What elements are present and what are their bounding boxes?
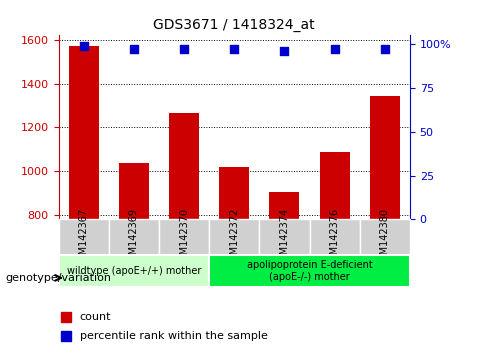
Text: wildtype (apoE+/+) mother: wildtype (apoE+/+) mother — [67, 266, 201, 276]
Bar — [370, 96, 400, 219]
Point — [80, 43, 87, 49]
FancyBboxPatch shape — [360, 219, 410, 255]
Bar — [269, 192, 300, 219]
FancyBboxPatch shape — [59, 255, 209, 287]
FancyBboxPatch shape — [109, 219, 159, 255]
Point — [331, 47, 339, 52]
Text: apolipoprotein E-deficient
(apoE-/-) mother: apolipoprotein E-deficient (apoE-/-) mot… — [246, 260, 372, 282]
FancyBboxPatch shape — [209, 255, 410, 287]
Text: GSM142369: GSM142369 — [129, 208, 139, 267]
Text: percentile rank within the sample: percentile rank within the sample — [80, 331, 267, 341]
Bar — [169, 113, 199, 219]
Text: count: count — [80, 312, 111, 322]
Bar — [320, 152, 350, 219]
FancyBboxPatch shape — [59, 219, 109, 255]
FancyBboxPatch shape — [309, 219, 360, 255]
FancyBboxPatch shape — [209, 219, 259, 255]
Text: GSM142370: GSM142370 — [179, 207, 189, 267]
Bar — [69, 46, 99, 219]
FancyBboxPatch shape — [159, 219, 209, 255]
Text: GSM142374: GSM142374 — [280, 207, 289, 267]
Point — [180, 47, 188, 52]
Text: GSM142376: GSM142376 — [329, 207, 340, 267]
FancyBboxPatch shape — [259, 219, 309, 255]
Bar — [219, 167, 249, 219]
Title: GDS3671 / 1418324_at: GDS3671 / 1418324_at — [153, 18, 315, 32]
Text: GSM142367: GSM142367 — [79, 207, 89, 267]
Point — [281, 48, 288, 54]
Text: GSM142372: GSM142372 — [229, 207, 239, 267]
Point — [130, 47, 138, 52]
Point — [230, 47, 238, 52]
Point — [381, 47, 389, 52]
Bar — [119, 162, 149, 219]
Text: genotype/variation: genotype/variation — [5, 273, 111, 283]
Text: GSM142380: GSM142380 — [380, 208, 390, 267]
